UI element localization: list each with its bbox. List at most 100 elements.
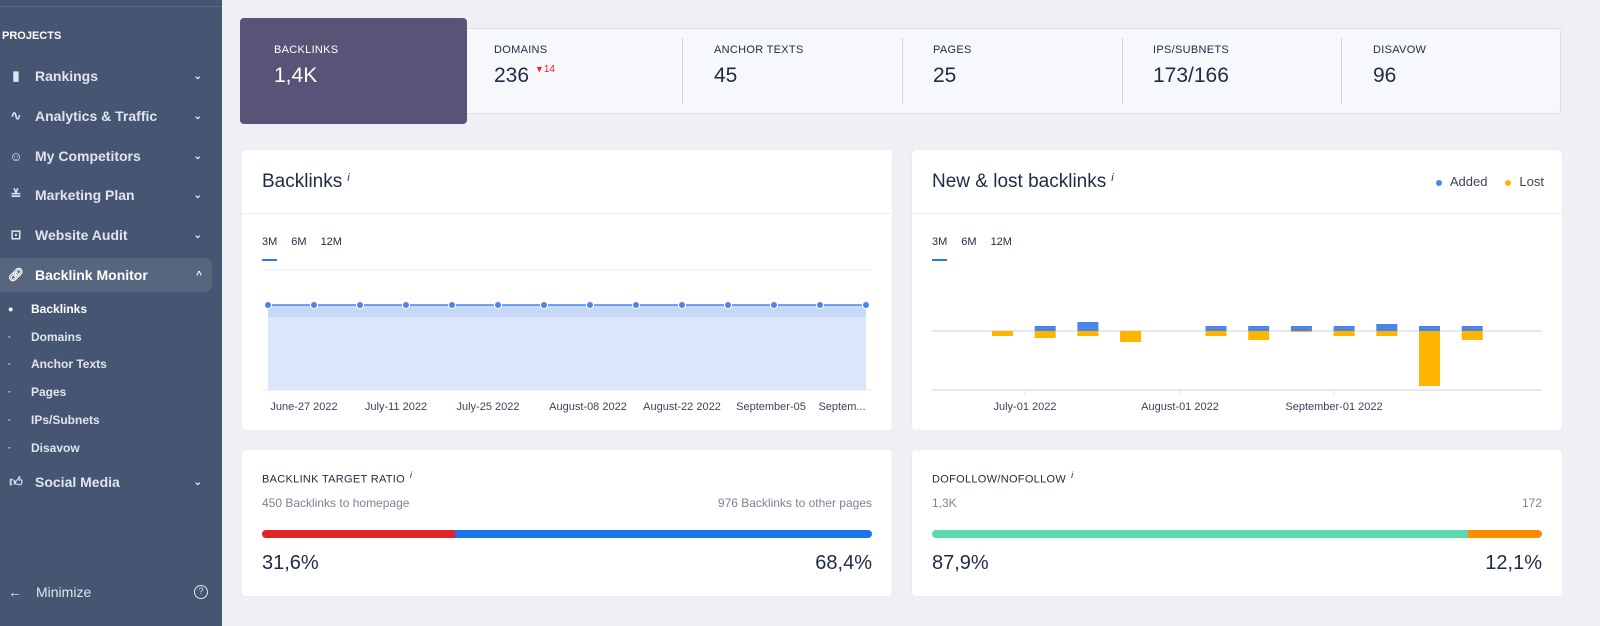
bar-left bbox=[932, 530, 1469, 538]
divider bbox=[0, 6, 222, 7]
bar-added bbox=[1333, 326, 1355, 331]
data-point bbox=[540, 301, 548, 309]
x-tick-label: September-01 2022 bbox=[1285, 401, 1382, 413]
sidebar-item-website-audit[interactable]: ⊡ Website Audit ⌄ bbox=[0, 218, 212, 252]
label: Backlink Monitor bbox=[35, 267, 148, 283]
stat-ips-subnets[interactable]: IPS/SUBNETS 173/166 bbox=[1153, 28, 1229, 114]
x-tick-label: August-08 2022 bbox=[549, 401, 627, 413]
subitem-anchor-texts[interactable]: · Anchor Texts bbox=[0, 357, 107, 371]
divider bbox=[682, 38, 683, 104]
x-tick-label: August-22 2022 bbox=[643, 401, 721, 413]
sidebar-item-backlink-monitor[interactable]: 🔗︎ Backlink Monitor ^ bbox=[0, 258, 212, 292]
card-title: DOFOLLOW/NOFOLLOW bbox=[932, 473, 1067, 486]
stat-label: DOMAINS bbox=[494, 44, 548, 56]
subitem-domains[interactable]: · Domains bbox=[0, 330, 82, 344]
stat-label: DISAVOW bbox=[1373, 44, 1427, 56]
bar-right bbox=[1468, 530, 1542, 538]
bar-added bbox=[1290, 326, 1312, 331]
data-point bbox=[586, 301, 594, 309]
minimize-button[interactable]: ← Minimize? bbox=[8, 584, 208, 600]
label: Lost bbox=[1519, 174, 1544, 189]
sidebar-item-competitors[interactable]: ☺ My Competitors ⌄ bbox=[0, 139, 212, 173]
label: Analytics & Traffic bbox=[35, 108, 158, 124]
info-icon[interactable]: i bbox=[1111, 171, 1114, 184]
stat-domains[interactable]: DOMAINS 236 ▼14 bbox=[494, 28, 555, 114]
stat-value: 173/166 bbox=[1153, 64, 1229, 87]
subitem-ips-subnets[interactable]: · IPs/Subnets bbox=[0, 413, 100, 427]
value: 236 bbox=[494, 64, 530, 87]
bar-added bbox=[1077, 322, 1099, 331]
tab-6m[interactable]: 6M bbox=[961, 236, 977, 248]
x-tick-label: August-01 2022 bbox=[1141, 401, 1219, 413]
sidebar-item-rankings[interactable]: ▮ Rankings ⌄ bbox=[0, 59, 212, 93]
stat-label: BACKLINKS bbox=[274, 44, 339, 56]
stat-pages[interactable]: PAGES 25 bbox=[933, 28, 972, 114]
bar-added bbox=[1248, 326, 1270, 331]
label: Website Audit bbox=[35, 227, 128, 243]
users-icon: ☺ bbox=[9, 148, 23, 164]
follow-bar bbox=[932, 530, 1542, 538]
x-tick-label: June-27 2022 bbox=[270, 401, 337, 413]
section-title: PROJECTS bbox=[2, 30, 62, 42]
sidebar: PROJECTS ▮ Rankings ⌄ ∿ Analytics & Traffic… bbox=[0, 0, 222, 626]
delta-down-icon: ▼ bbox=[534, 64, 544, 74]
stat-disavow[interactable]: DISAVOW 96 bbox=[1373, 28, 1426, 114]
chevron-up-icon: ^ bbox=[196, 269, 202, 281]
info-icon[interactable]: i bbox=[1071, 470, 1074, 480]
chevron-down-icon: ⌄ bbox=[193, 150, 202, 162]
subitem-backlinks[interactable]: ● Backlinks bbox=[0, 302, 87, 316]
tab-3m[interactable]: 3M bbox=[932, 236, 948, 261]
data-point bbox=[724, 301, 732, 309]
stat-backlinks[interactable]: BACKLINKS 1,4K bbox=[240, 18, 467, 124]
target-ratio-card: BACKLINK TARGET RATIO i 450 Backlinks to … bbox=[242, 450, 892, 596]
other-pages-label: 976 Backlinks to other pages bbox=[717, 496, 872, 510]
tab-6m[interactable]: 6M bbox=[291, 236, 307, 248]
card-header: Backlinks i bbox=[242, 150, 892, 214]
subitem-pages[interactable]: · Pages bbox=[0, 385, 66, 399]
ratio-bar bbox=[262, 530, 872, 538]
sidebar-item-analytics[interactable]: ∿ Analytics & Traffic ⌄ bbox=[0, 99, 212, 133]
legend-added[interactable]: Added bbox=[1435, 174, 1488, 189]
x-tick-label: July-01 2022 bbox=[994, 401, 1057, 413]
bullet-icon: · bbox=[8, 443, 11, 453]
left-percent: 31,6% bbox=[262, 552, 319, 574]
divider bbox=[1341, 38, 1342, 104]
bar-lost bbox=[1120, 331, 1142, 342]
data-point bbox=[862, 301, 870, 309]
data-point bbox=[310, 301, 318, 309]
subitem-disavow[interactable]: · Disavow bbox=[0, 441, 80, 455]
tab-3m[interactable]: 3M bbox=[262, 236, 278, 261]
card-title: Backlinks bbox=[262, 170, 343, 192]
bar-left bbox=[262, 530, 455, 538]
x-tick-label: Septem... bbox=[818, 401, 865, 413]
bar-added bbox=[1461, 326, 1483, 331]
label: Rankings bbox=[35, 68, 99, 84]
backlinks-card: Backlinks i 3M 6M 12M June-27 2022 July-11 2… bbox=[242, 150, 892, 430]
right-percent: 68,4% bbox=[815, 552, 872, 574]
sidebar-item-marketing-plan[interactable]: ≚ Marketing Plan ⌄ bbox=[0, 178, 212, 212]
chevron-down-icon: ⌄ bbox=[193, 110, 202, 122]
area-fill bbox=[268, 305, 866, 390]
arrow-left-icon: ← bbox=[8, 584, 22, 600]
bar-chart-icon: ▮ bbox=[12, 68, 20, 83]
stat-anchor-texts[interactable]: ANCHOR TEXTS 45 bbox=[714, 28, 804, 114]
legend-lost[interactable]: Lost bbox=[1505, 174, 1544, 189]
pulse-icon: ∿ bbox=[10, 108, 22, 123]
bar-lost bbox=[1205, 331, 1227, 336]
stat-delta: 14 bbox=[543, 64, 555, 75]
data-point bbox=[770, 301, 778, 309]
help-icon[interactable]: ? bbox=[194, 585, 208, 599]
stat-value: 96 bbox=[1373, 64, 1397, 87]
label: Added bbox=[1449, 174, 1488, 189]
label: Social Media bbox=[35, 474, 120, 490]
sidebar-item-social-media[interactable]: 👍︎ Social Media ⌄ bbox=[0, 465, 212, 499]
info-icon[interactable]: i bbox=[347, 171, 350, 184]
tab-12m[interactable]: 12M bbox=[320, 236, 342, 248]
data-point bbox=[448, 301, 456, 309]
bar-lost bbox=[1461, 331, 1483, 340]
info-icon[interactable]: i bbox=[410, 470, 413, 480]
label: Marketing Plan bbox=[35, 187, 135, 203]
dofollow-label: 1,3K bbox=[932, 496, 957, 510]
left-percent: 87,9% bbox=[932, 552, 989, 574]
tab-12m[interactable]: 12M bbox=[990, 236, 1012, 248]
